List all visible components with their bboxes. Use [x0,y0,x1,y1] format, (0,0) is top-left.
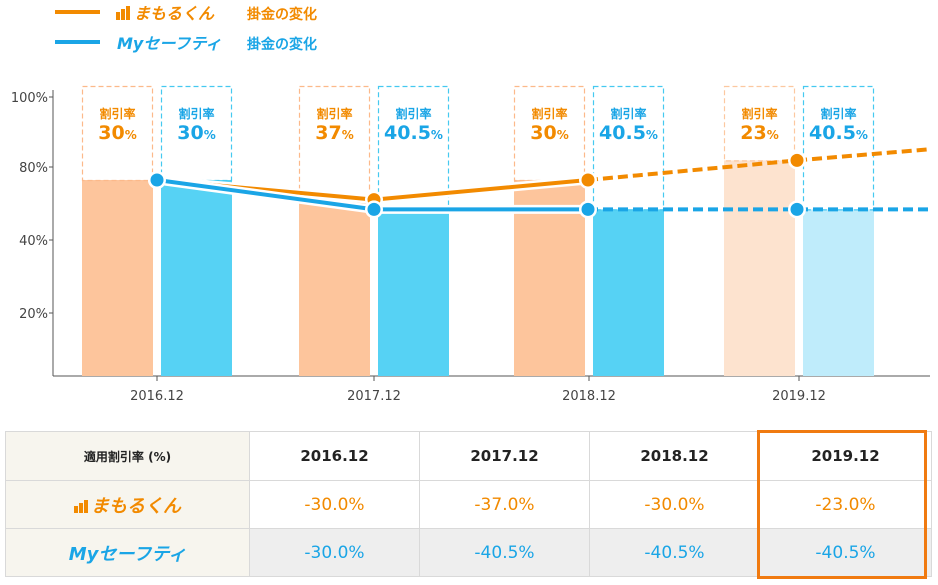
discount-box-value: 30% [530,122,568,144]
mamorukun-logo-icon [74,499,88,513]
table-col-2016: 2016.12 [249,431,420,481]
table-cell: -23.0% [759,480,932,529]
table-cell: -40.5% [419,528,590,577]
discount-box [723,85,796,162]
bar [82,180,153,376]
table-cell: -40.5% [759,528,932,577]
discount-box-value: 30% [177,122,215,144]
table-cell: -37.0% [419,480,590,529]
discount-box-value: 40.5% [809,122,868,144]
y-tick-label: 20% [19,307,48,322]
table-rowhead-mysafety: Myセーフティ [5,528,250,577]
table-header-row: 適用割引率 (%) 2016.12 2017.12 2018.12 2019.1… [5,431,932,481]
discount-box [592,85,665,211]
bar [724,160,795,376]
legend-blue-suffix: 掛金の変化 [247,36,317,53]
table-row-mysafety: Myセーフティ -30.0% -40.5% -40.5% -40.5% [5,528,932,577]
discount-box-title: 割引率 [610,106,646,121]
data-point [790,153,804,167]
discount-box [81,85,154,182]
data-point [150,173,164,187]
discount-box-value: 40.5% [384,122,443,144]
plot-area: 20%40%80%100%2016.12割引率30%割引率30%2017.12割… [11,85,931,404]
mamorukun-logo-icon [116,6,130,20]
data-point [790,202,804,216]
legend-blue-name: Myセーフティ [117,34,221,53]
bar [803,209,874,376]
table-rowhead-mamorukun: まもるくん [5,480,250,529]
discount-rate-table: 適用割引率 (%) 2016.12 2017.12 2018.12 2019.1… [5,431,932,577]
discount-box [802,85,875,211]
discount-box-value: 40.5% [599,122,658,144]
discount-box-value: 30% [98,122,136,144]
data-point [581,202,595,216]
discount-box-title: 割引率 [741,106,777,121]
table-col-2017: 2017.12 [419,431,590,481]
legend-orange-name: まもるくん [134,4,215,23]
discount-box [160,85,233,182]
discount-box-title: 割引率 [99,106,135,121]
discount-box-title: 割引率 [820,106,856,121]
legend: まもるくん 掛金の変化 Myセーフティ 掛金の変化 [55,4,317,53]
rate-change-chart: まもるくん 掛金の変化 Myセーフティ 掛金の変化 20% 40% 80% 100% 2… [11,4,931,404]
table-cell: -30.0% [249,480,420,529]
table-corner-label: 適用割引率 (%) [5,431,250,481]
discount-box-value: 37% [315,122,353,144]
x-tick-label: 2019.12 [772,389,826,404]
discount-box-title: 割引率 [395,106,431,121]
y-tick-label: 80% [19,161,48,176]
data-point [367,202,381,216]
table-rowhead-mamorukun-label: まもるくん [91,495,181,517]
bar [299,199,370,376]
bar [378,209,449,376]
table-row-mamorukun: まもるくん -30.0% -37.0% -30.0% -23.0% [5,480,932,529]
bar [161,180,232,376]
bar [593,209,664,376]
x-tick-label: 2018.12 [562,389,616,404]
y-tick-label: 40% [19,234,48,249]
discount-box-title: 割引率 [178,106,214,121]
x-tick-label: 2017.12 [347,389,401,404]
discount-box-title: 割引率 [531,106,567,121]
discount-box-title: 割引率 [316,106,352,121]
table-col-2019: 2019.12 [759,431,932,481]
table-cell: -30.0% [589,480,760,529]
discount-box-value: 23% [740,122,778,144]
table-cell: -40.5% [589,528,760,577]
table-col-2018: 2018.12 [589,431,760,481]
series-line-projected [587,147,931,182]
discount-box [513,85,586,182]
y-tick-label: 100% [11,91,48,106]
discount-rate-table-wrap: 適用割引率 (%) 2016.12 2017.12 2018.12 2019.1… [5,431,932,583]
x-tick-label: 2016.12 [130,389,184,404]
table-cell: -30.0% [249,528,420,577]
legend-orange-suffix: 掛金の変化 [247,6,317,23]
data-point [581,173,595,187]
